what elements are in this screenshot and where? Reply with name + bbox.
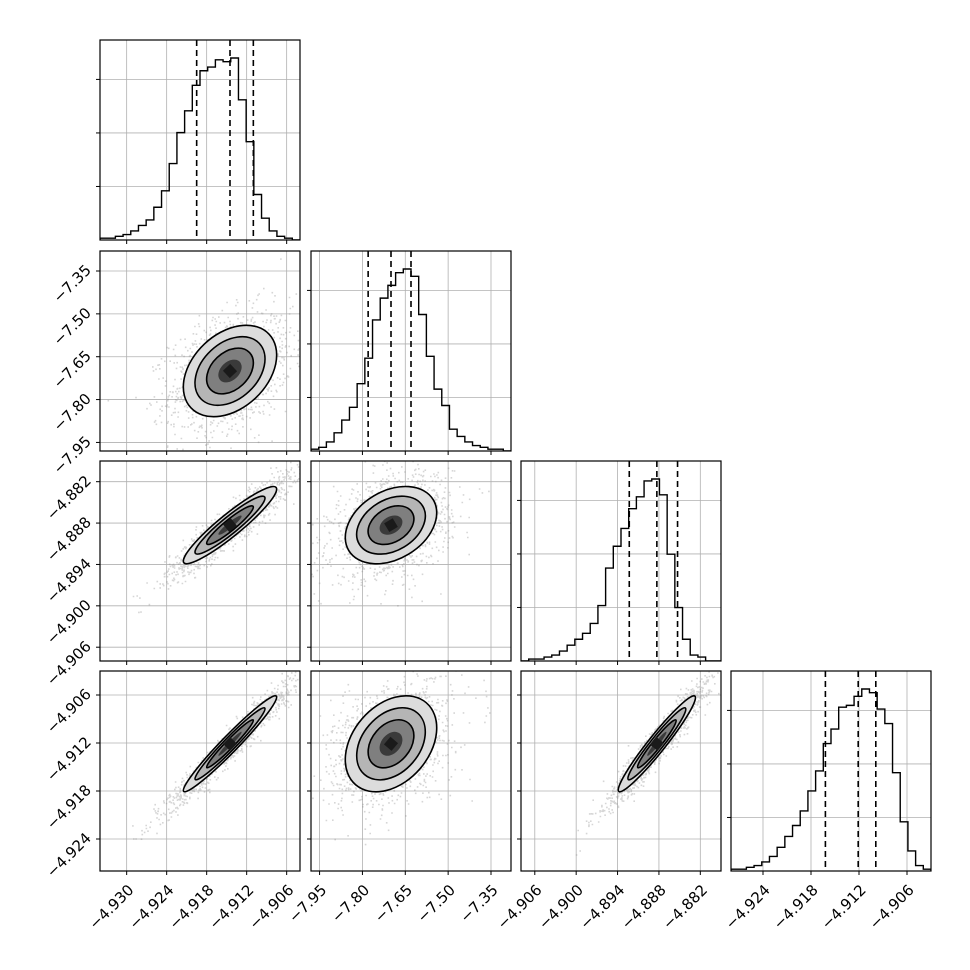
y-tick-label-2-4: −4.882 [43,472,95,524]
x-tick-label-0-4: −4.906 [245,881,297,933]
x-tick-label-2-3: −4.888 [618,881,670,933]
y-tick-label-3-2: −4.912 [43,733,95,785]
x-tick-label-3-2: −4.912 [818,881,870,933]
x-tick-label-3-3: −4.906 [866,881,918,933]
hist-panel-0 [96,39,301,244]
scatter-panel-3-1: −7.95−7.80−7.65−7.50−7.35 [285,670,512,926]
hist-panel-3: −4.924−4.918−4.912−4.906 [722,670,932,933]
y-tick-label-1-4: −7.35 [50,261,95,306]
x-tick-label-2-4: −4.882 [659,881,711,933]
x-tick-label-1-2: −7.65 [371,881,416,926]
histogram-0 [100,57,300,240]
scatter-panel-3-0: −4.924−4.918−4.912−4.906−4.930−4.924−4.9… [43,670,301,933]
x-tick-label-2-1: −4.900 [535,881,587,933]
x-tick-label-3-0: −4.924 [722,881,774,933]
y-tick-label-2-2: −4.894 [43,555,95,607]
x-tick-label-1-1: −7.80 [328,881,373,926]
x-tick-label-3-1: −4.918 [770,881,822,933]
y-tick-label-1-0: −7.95 [50,433,95,478]
hist-panel-2 [517,460,722,665]
hist-panel-1 [307,250,512,455]
y-tick-label-1-1: −7.80 [50,390,95,435]
x-tick-label-2-0: −4.906 [494,881,546,933]
x-tick-label-1-3: −7.50 [414,881,459,926]
y-tick-label-2-0: −4.906 [43,637,95,689]
histogram-2 [521,478,721,661]
y-tick-label-1-3: −7.50 [50,304,95,349]
y-tick-label-2-3: −4.888 [43,513,95,565]
y-tick-label-1-2: −7.65 [50,347,95,392]
scatter-panel-2-1 [307,460,512,665]
y-tick-label-3-0: −4.924 [43,829,95,881]
x-tick-label-2-2: −4.894 [576,881,628,933]
histogram-1 [311,268,511,451]
scatter-panel-3-2: −4.906−4.900−4.894−4.888−4.882 [494,670,722,933]
y-tick-label-3-1: −4.918 [43,781,95,833]
y-tick-label-3-3: −4.906 [43,685,95,737]
scatter-panel-2-0: −4.906−4.900−4.894−4.888−4.882 [43,460,301,689]
histogram-3 [731,688,931,871]
x-tick-label-1-0: −7.95 [285,881,330,926]
y-tick-label-2-1: −4.900 [43,596,95,648]
